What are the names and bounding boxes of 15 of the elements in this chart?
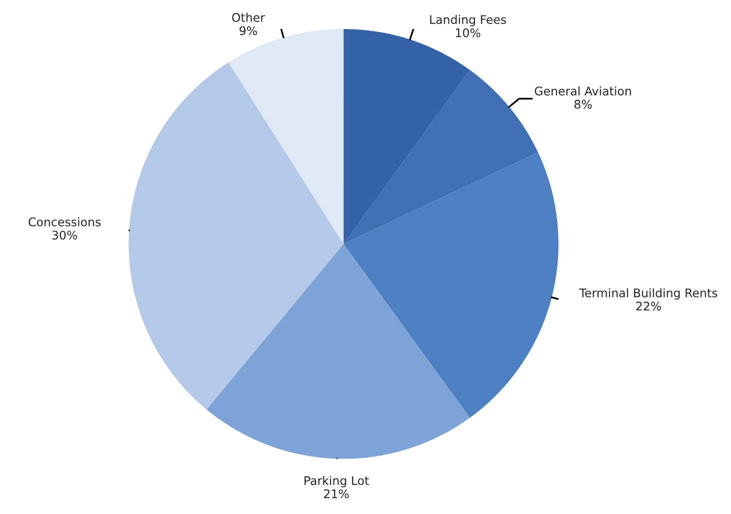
data-label: 10% [456, 28, 480, 38]
data-label: 30% [52, 230, 78, 240]
data-label: 8% [574, 100, 592, 109]
pie-slice [206, 244, 470, 459]
pie-slice [344, 152, 558, 418]
slice-label: Other [232, 12, 265, 22]
data-label: 9% [240, 26, 257, 36]
data-label: 21% [324, 489, 349, 498]
slice-label: Landing Fees [430, 14, 506, 26]
data-label: 22% [636, 302, 661, 311]
slice-label: Terminal Building Rents [579, 288, 718, 300]
slice-label: Concessions [28, 217, 101, 226]
slice-label: Parking Lot [304, 476, 369, 488]
slice-label: General Aviation [534, 86, 631, 96]
pie-slice [128, 62, 344, 410]
